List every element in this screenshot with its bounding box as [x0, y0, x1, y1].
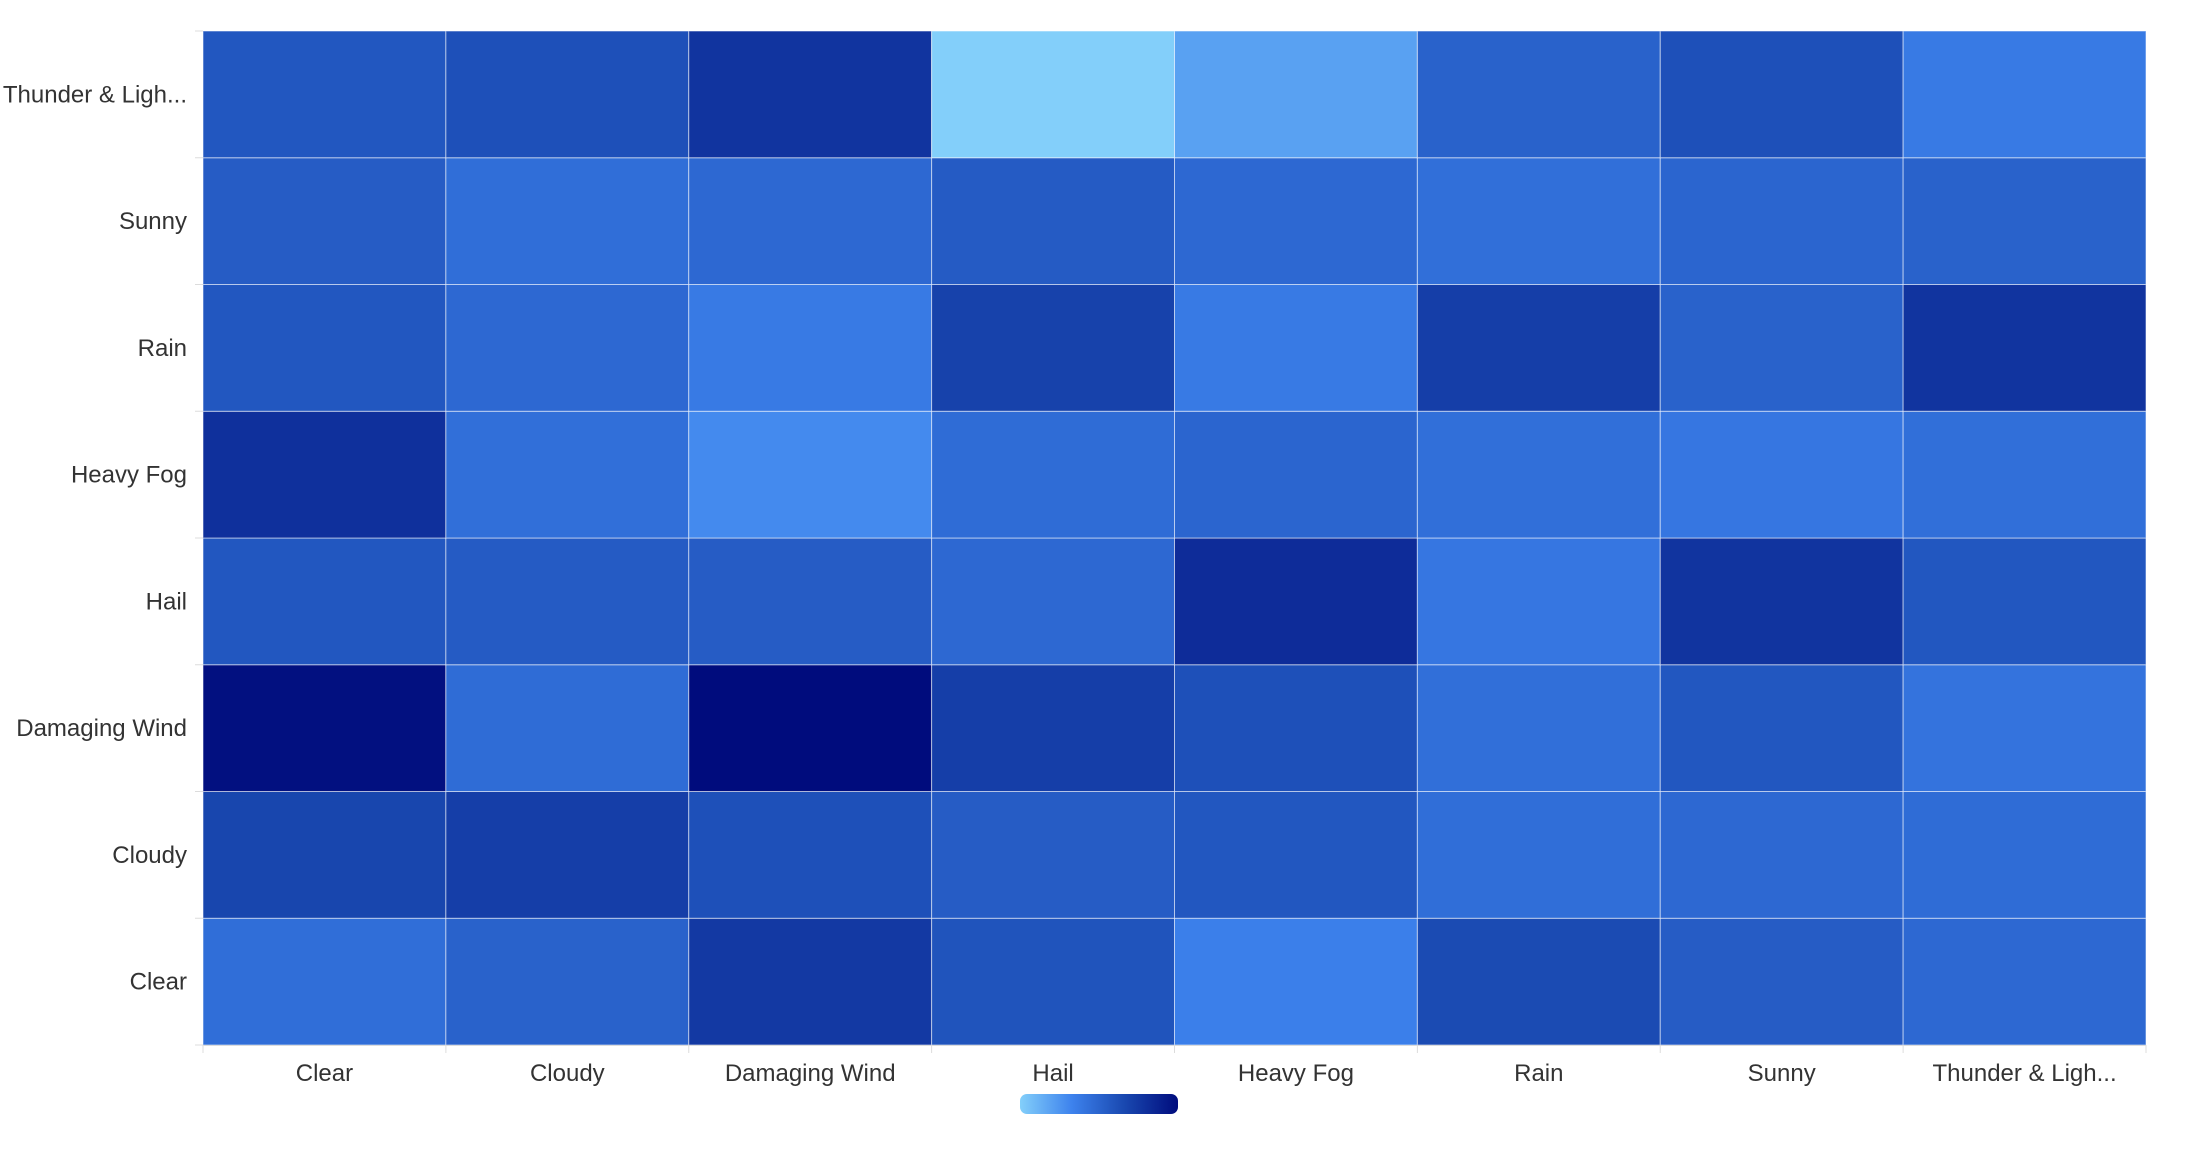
- heatmap-cell-heavy-fog-x-sunny[interactable]: [1659, 410, 1904, 539]
- heatmap-cell-rain-x-damaging-wind[interactable]: [688, 284, 933, 412]
- heatmap-cell-hail-x-thunder-ligh-[interactable]: [1902, 537, 2147, 666]
- heatmap-cell-sunny-x-hail[interactable]: [931, 157, 1175, 285]
- heatmap-cell-hail-x-hail[interactable]: [931, 537, 1175, 666]
- heatmap-cell-rain-x-rain[interactable]: [1416, 284, 1661, 412]
- heatmap-cell-sunny-x-rain[interactable]: [1416, 157, 1661, 285]
- heatmap-cell-clear-x-thunder-ligh-[interactable]: [1902, 917, 2147, 1046]
- heatmap-cell-rain-x-cloudy[interactable]: [445, 284, 690, 412]
- heatmap-cell-clear-x-heavy-fog[interactable]: [1174, 917, 1418, 1046]
- heatmap-cell-thunder-ligh--x-cloudy[interactable]: [445, 30, 690, 159]
- heatmap-cell-hail-x-heavy-fog[interactable]: [1174, 537, 1418, 666]
- heatmap-cell-sunny-x-clear[interactable]: [202, 157, 447, 285]
- heatmap-cell-clear-x-sunny[interactable]: [1659, 917, 1904, 1046]
- heatmap-axes: Clear Cloudy Damaging Wind Hail Heavy Fog Rai…: [3, 30, 2147, 1087]
- y-axis-label: Rain: [138, 335, 187, 362]
- heatmap-cell-thunder-ligh--x-sunny[interactable]: [1659, 30, 1904, 159]
- heatmap-cell-cloudy-x-cloudy[interactable]: [445, 791, 690, 919]
- heatmap-cell-hail-x-rain[interactable]: [1416, 537, 1661, 666]
- heatmap-cell-sunny-x-sunny[interactable]: [1659, 157, 1904, 285]
- heatmap-cell-damaging-wind-x-clear[interactable]: [202, 664, 447, 792]
- heatmap-cells: [202, 30, 2147, 1046]
- heatmap-cell-damaging-wind-x-sunny[interactable]: [1659, 664, 1904, 792]
- heatmap-cell-cloudy-x-heavy-fog[interactable]: [1174, 791, 1418, 919]
- heatmap-cell-sunny-x-damaging-wind[interactable]: [688, 157, 933, 285]
- heatmap-cell-heavy-fog-x-thunder-ligh-[interactable]: [1902, 410, 2147, 539]
- y-axis-label: Cloudy: [112, 842, 187, 869]
- heatmap-cell-thunder-ligh--x-rain[interactable]: [1416, 30, 1661, 159]
- heatmap-cell-damaging-wind-x-cloudy[interactable]: [445, 664, 690, 792]
- y-axis-label: Heavy Fog: [71, 462, 187, 489]
- heatmap-cell-cloudy-x-hail[interactable]: [931, 791, 1175, 919]
- heatmap-cell-hail-x-clear[interactable]: [202, 537, 447, 666]
- heatmap-cell-thunder-ligh--x-clear[interactable]: [202, 30, 447, 159]
- y-axis-label: Hail: [146, 588, 187, 615]
- y-axis-label: Clear: [130, 969, 187, 996]
- visual-map-legend[interactable]: [1020, 1094, 1178, 1114]
- heatmap-cell-damaging-wind-x-rain[interactable]: [1416, 664, 1661, 792]
- x-axis-label: Thunder & Ligh...: [1933, 1060, 2117, 1087]
- heatmap-cell-hail-x-sunny[interactable]: [1659, 537, 1904, 666]
- heatmap-cell-sunny-x-thunder-ligh-[interactable]: [1902, 157, 2147, 285]
- heatmap-cell-rain-x-heavy-fog[interactable]: [1174, 284, 1418, 412]
- heatmap-cell-cloudy-x-clear[interactable]: [202, 791, 447, 919]
- heatmap-cell-heavy-fog-x-clear[interactable]: [202, 410, 447, 539]
- heatmap-cell-rain-x-hail[interactable]: [931, 284, 1175, 412]
- heatmap-cell-clear-x-hail[interactable]: [931, 917, 1175, 1046]
- heatmap-cell-hail-x-damaging-wind[interactable]: [688, 537, 933, 666]
- x-axis-label: Hail: [1032, 1060, 1073, 1087]
- heatmap-cell-thunder-ligh--x-heavy-fog[interactable]: [1174, 30, 1418, 159]
- y-axis-label: Sunny: [119, 208, 187, 235]
- heatmap-cell-heavy-fog-x-heavy-fog[interactable]: [1174, 410, 1418, 539]
- heatmap-cell-clear-x-rain[interactable]: [1416, 917, 1661, 1046]
- heatmap-cell-rain-x-clear[interactable]: [202, 284, 447, 412]
- heatmap-cell-damaging-wind-x-thunder-ligh-[interactable]: [1902, 664, 2147, 792]
- x-axis-label: Damaging Wind: [725, 1060, 896, 1087]
- heatmap-cell-clear-x-clear[interactable]: [202, 917, 447, 1046]
- heatmap-cell-cloudy-x-thunder-ligh-[interactable]: [1902, 791, 2147, 919]
- x-axis-label: Cloudy: [530, 1060, 605, 1087]
- heatmap-cell-rain-x-sunny[interactable]: [1659, 284, 1904, 412]
- heatmap-cell-damaging-wind-x-heavy-fog[interactable]: [1174, 664, 1418, 792]
- heatmap-cell-thunder-ligh--x-thunder-ligh-[interactable]: [1902, 30, 2147, 159]
- x-axis-label: Sunny: [1748, 1060, 1816, 1087]
- heatmap-cell-sunny-x-heavy-fog[interactable]: [1174, 157, 1418, 285]
- heatmap-cell-hail-x-cloudy[interactable]: [445, 537, 690, 666]
- heatmap-cell-heavy-fog-x-rain[interactable]: [1416, 410, 1661, 539]
- heatmap-cell-cloudy-x-sunny[interactable]: [1659, 791, 1904, 919]
- heatmap-cell-sunny-x-cloudy[interactable]: [445, 157, 690, 285]
- heatmap-cell-thunder-ligh--x-hail[interactable]: [931, 30, 1175, 159]
- heatmap-cell-damaging-wind-x-hail[interactable]: [931, 664, 1175, 792]
- heatmap-cell-clear-x-cloudy[interactable]: [445, 917, 690, 1046]
- heatmap-cell-damaging-wind-x-damaging-wind[interactable]: [688, 664, 933, 792]
- heatmap-cell-clear-x-damaging-wind[interactable]: [688, 917, 933, 1046]
- heatmap-cell-rain-x-thunder-ligh-[interactable]: [1902, 284, 2147, 412]
- heatmap-cell-cloudy-x-damaging-wind[interactable]: [688, 791, 933, 919]
- visual-map-gradient-bar[interactable]: [1020, 1094, 1178, 1114]
- x-axis-label: Heavy Fog: [1238, 1060, 1354, 1087]
- y-axis-label: Damaging Wind: [16, 715, 187, 742]
- heatmap-cell-heavy-fog-x-damaging-wind[interactable]: [688, 410, 933, 539]
- x-axis-label: Rain: [1514, 1060, 1563, 1087]
- heatmap-cell-heavy-fog-x-hail[interactable]: [931, 410, 1175, 539]
- y-axis-label: Thunder & Ligh...: [3, 81, 187, 108]
- heatmap-cell-thunder-ligh--x-damaging-wind[interactable]: [688, 30, 933, 159]
- heatmap-cell-cloudy-x-rain[interactable]: [1416, 791, 1661, 919]
- x-axis-label: Clear: [296, 1060, 353, 1087]
- heatmap-cell-heavy-fog-x-cloudy[interactable]: [445, 410, 690, 539]
